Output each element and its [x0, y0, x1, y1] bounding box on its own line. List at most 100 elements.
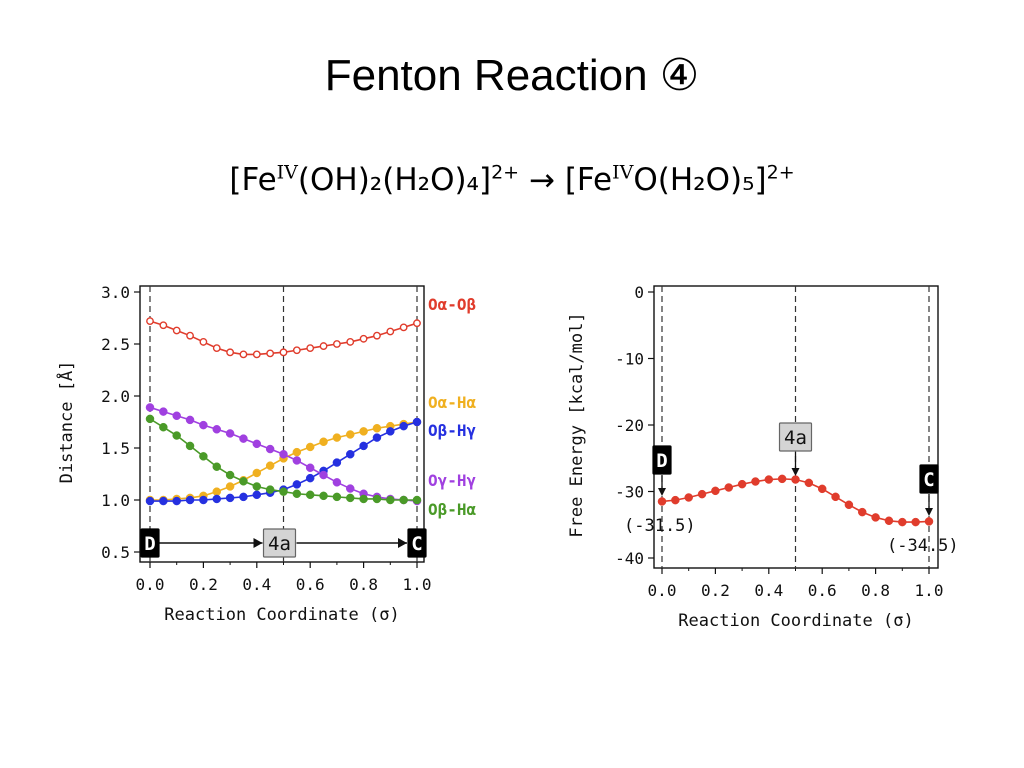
distance-data-point	[305, 463, 315, 473]
distance-data-point	[292, 489, 302, 499]
distance-y-tick-label-1: 1.0	[101, 491, 130, 510]
distance-data-point	[372, 494, 382, 504]
distance-data-point	[346, 430, 355, 439]
distance-data-point	[359, 494, 368, 504]
distance-data-point	[239, 434, 248, 443]
distance-data-point	[399, 421, 408, 431]
distance-plot-frame	[139, 285, 425, 563]
product-prefix: [Fe	[564, 162, 613, 199]
distance-x-axis-label: Reaction Coordinate (σ)	[164, 605, 399, 625]
distance-data-point	[346, 338, 355, 346]
distance-data-point	[386, 495, 395, 505]
distance-data-point	[279, 487, 288, 496]
distance-data-point	[292, 346, 301, 355]
distance-data-point	[172, 431, 181, 440]
distance-data-point	[252, 439, 262, 449]
distance-arrow-head-1	[253, 538, 263, 548]
distance-y-tick-label-4: 2.5	[101, 335, 130, 354]
distance-data-point	[319, 470, 328, 480]
distance-data-point	[159, 496, 168, 506]
distance-data-point	[239, 477, 248, 486]
distance-data-point	[172, 326, 181, 335]
distance-data-point	[239, 492, 248, 502]
distance-y-tick-label-3: 2.0	[101, 387, 130, 406]
distance-data-point	[252, 468, 262, 478]
distance-data-point	[159, 407, 168, 416]
distance-x-tick-label-4: 0.8	[349, 575, 378, 594]
distance-data-point	[145, 403, 155, 412]
distance-legend-item-1: Oα-Hα	[428, 393, 477, 412]
distance-data-point	[306, 344, 315, 353]
distance-data-point	[225, 482, 235, 491]
distance-data-point	[292, 456, 302, 465]
distance-legend-item-4: Oβ-Hα	[428, 500, 477, 519]
distance-data-point	[346, 484, 355, 493]
distance-marker-box-D	[140, 528, 160, 558]
distance-legend-item-3: Oγ-Hγ	[428, 471, 477, 490]
distance-x-tick-label-2: 0.4	[242, 575, 271, 594]
distance-data-point	[412, 495, 422, 505]
reactant-oxidation-state: IV	[276, 162, 298, 184]
distance-data-point	[279, 348, 288, 357]
product-formula: [FeIVO(H₂O)₅]2+	[565, 162, 795, 198]
distance-x-tick-label-0: 0.0	[136, 575, 165, 594]
distance-data-point	[292, 447, 302, 457]
distance-data-point	[359, 427, 368, 436]
distance-y-axis-label: Distance [Å]	[55, 361, 77, 484]
distance-data-point	[386, 427, 395, 436]
distance-data-point	[225, 493, 235, 503]
distance-data-point	[186, 331, 194, 340]
distance-marker-label-4a: 4a	[268, 533, 291, 555]
slide-title: Fenton Reaction ④	[324, 51, 700, 100]
distance-data-point	[159, 321, 168, 330]
distance-data-point	[212, 462, 221, 471]
distance-data-point	[279, 449, 288, 459]
distance-data-point	[252, 490, 262, 500]
distance-x-tick-label-1: 0.2	[189, 575, 218, 594]
distance-data-point	[225, 429, 235, 438]
distance-y-tick-label-5: 3.0	[101, 283, 130, 302]
distance-marker-label-D: D	[144, 533, 155, 555]
distance-data-point	[265, 444, 275, 454]
distance-marker-box-4a	[262, 528, 297, 558]
distance-data-point	[359, 334, 368, 343]
distance-data-point	[212, 425, 221, 434]
distance-data-point	[212, 344, 221, 353]
distance-data-point	[413, 319, 421, 328]
distance-data-point	[332, 340, 341, 348]
distance-legend-item-0: Oα-Oβ	[428, 295, 476, 314]
distance-data-point	[159, 422, 168, 432]
distance-x-tick-label-5: 1.0	[403, 575, 432, 594]
distance-data-point	[199, 452, 208, 461]
distance-data-point	[239, 350, 248, 359]
distance-data-point	[252, 350, 261, 359]
distance-data-point	[359, 441, 368, 451]
distance-data-point	[346, 493, 355, 503]
distance-data-point	[212, 494, 221, 504]
distance-data-point	[265, 461, 275, 470]
product-charge: 2+	[766, 162, 795, 184]
distance-data-point	[332, 458, 342, 467]
reaction-equation: [FeIV(OH)₂(H₂O)₄]2+ → [FeIVO(H₂O)₅]2+	[0, 162, 1024, 198]
distance-data-point	[172, 411, 181, 421]
reaction-arrow: →	[528, 162, 555, 199]
distance-data-point	[332, 478, 342, 487]
distance-data-point	[412, 417, 422, 427]
reactant-charge: 2+	[491, 162, 520, 184]
distance-x-tick-label-3: 0.6	[296, 575, 325, 594]
distance-data-point	[199, 495, 208, 505]
distance-data-point	[332, 433, 342, 442]
distance-data-point	[145, 496, 155, 506]
distance-data-point	[146, 317, 154, 326]
distance-data-point	[185, 495, 195, 505]
distance-data-point	[172, 496, 181, 506]
product-oxidation-state: IV	[612, 162, 634, 184]
distance-data-point	[185, 441, 195, 451]
distance-data-point	[265, 485, 275, 494]
distance-data-point	[346, 449, 355, 459]
distance-data-point	[373, 331, 381, 340]
distance-y-tick-label-2: 1.5	[101, 439, 130, 458]
distance-marker-box-C	[407, 528, 427, 558]
distance-data-point	[252, 482, 262, 491]
